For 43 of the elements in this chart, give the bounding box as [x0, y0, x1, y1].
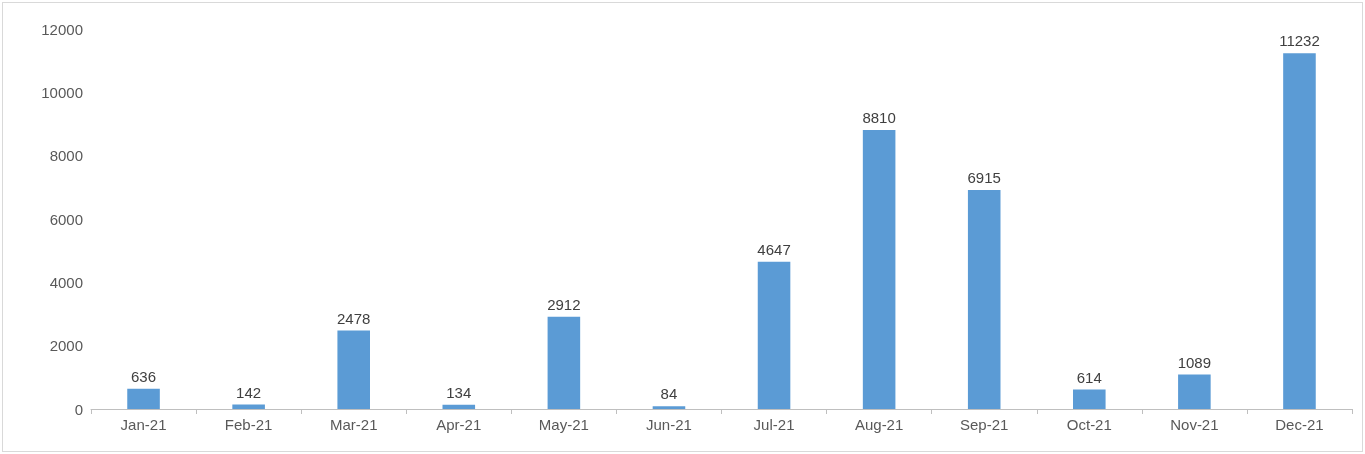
x-tick-label: Feb-21 — [224, 416, 273, 433]
x-tick-label: May-21 — [538, 416, 589, 433]
y-tick-label: 10000 — [41, 83, 83, 101]
data-label: 8810 — [862, 109, 896, 127]
x-tick-label: Mar-21 — [329, 416, 378, 433]
x-tick-label: Jul-21 — [753, 416, 795, 433]
y-tick-label: 12000 — [41, 20, 83, 38]
bar — [232, 404, 265, 409]
x-tick-label: Nov-21 — [1170, 416, 1219, 433]
y-tick-label: 0 — [74, 400, 83, 418]
x-tick-label: Aug-21 — [854, 416, 904, 433]
bar — [442, 404, 476, 409]
y-tick-label: 2000 — [49, 337, 83, 355]
y-tick-label: 8000 — [49, 147, 83, 165]
data-label: 2912 — [547, 295, 581, 313]
bar — [652, 406, 686, 409]
data-label: 2478 — [337, 309, 371, 327]
x-tick-label: Jan-21 — [120, 416, 167, 433]
data-label: 84 — [660, 385, 678, 403]
data-label: 142 — [236, 383, 262, 401]
bar — [862, 130, 896, 409]
y-tick-label: 6000 — [49, 210, 83, 228]
data-label: 11232 — [1279, 32, 1320, 50]
data-label: 1089 — [1177, 353, 1212, 371]
x-tick-label: Apr-21 — [436, 416, 482, 433]
bar — [547, 316, 581, 409]
y-tick-label: 4000 — [49, 273, 83, 291]
bar — [1178, 374, 1211, 409]
data-label: 636 — [131, 367, 157, 385]
data-label: 4647 — [757, 240, 791, 258]
x-tick-label: Jun-21 — [646, 416, 692, 433]
x-tick-label: Dec-21 — [1275, 416, 1324, 433]
bar — [967, 190, 1001, 409]
x-tick-label: Sep-21 — [960, 416, 1009, 433]
bar — [757, 261, 791, 409]
bar — [127, 388, 160, 409]
data-label: 134 — [446, 383, 472, 401]
bar — [1283, 53, 1316, 409]
x-tick-label: Oct-21 — [1066, 416, 1112, 433]
bar — [1073, 389, 1106, 409]
data-label: 6915 — [967, 169, 1001, 187]
bar — [337, 330, 370, 409]
data-label: 614 — [1076, 368, 1102, 386]
